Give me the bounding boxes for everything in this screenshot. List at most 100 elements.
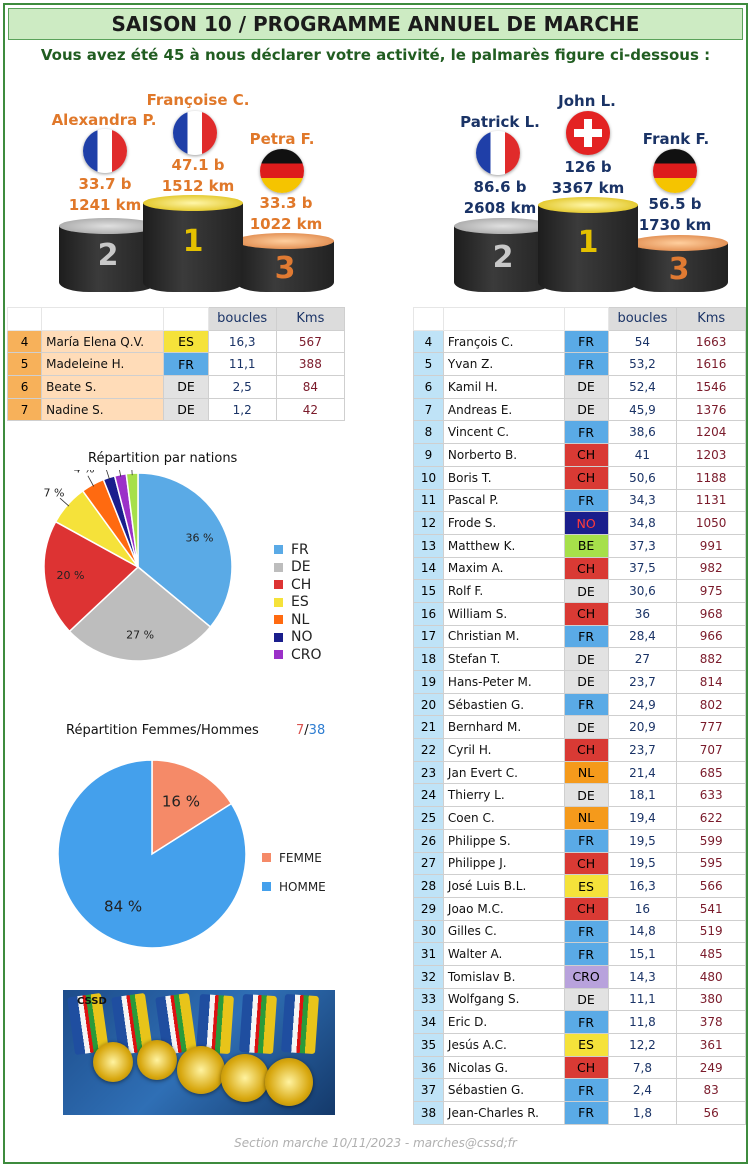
rank-cell: 7 [6, 397, 43, 422]
rank-cell: 6 [413, 375, 444, 399]
pie-label: 20 % [57, 569, 85, 582]
nation-cell: CH [563, 465, 609, 490]
gender-chart-title: Répartition Femmes/Hommes [66, 723, 259, 738]
kms-cell: 378 [676, 1010, 746, 1034]
rank-cell: 38 [413, 1101, 444, 1125]
table-row: 23 Jan Evert C. NL 21,4 685 [413, 760, 746, 785]
rank-cell: 23 [413, 760, 444, 785]
table-row: 4 María Elena Q.V. ES 16,3 567 [6, 329, 346, 354]
boucles-cell: 19,4 [607, 806, 678, 830]
men-count: 38 [308, 723, 326, 738]
name-cell: Wolfgang S. [442, 987, 565, 1012]
kms-cell: 1131 [676, 488, 746, 513]
table-row: 13 Matthew K. BE 37,3 991 [413, 533, 746, 558]
kms-cell: 388 [275, 352, 346, 377]
gender-pie-chart: 16 % 84 % [57, 759, 247, 949]
kms-cell: 1203 [676, 443, 746, 467]
medal-ribbon [239, 993, 277, 1055]
rank-cell: 15 [413, 579, 444, 603]
boucles-cell: 53,2 [607, 352, 678, 377]
name-cell: Hans-Peter M. [442, 670, 565, 694]
nation-cell: DE [163, 397, 209, 422]
nation-cell: FR [563, 942, 609, 966]
nation-cell: DE [563, 783, 609, 808]
kms-cell: 1663 [676, 329, 746, 354]
table-row: 25 Coen C. NL 19,4 622 [413, 806, 746, 830]
table-row: 33 Wolfgang S. DE 11,1 380 [413, 987, 746, 1012]
table-row: 15 Rolf F. DE 30,6 975 [413, 579, 746, 603]
nation-cell: FR [563, 624, 609, 649]
rank-cell: 36 [413, 1055, 444, 1080]
pie-leader-line [59, 497, 70, 507]
podium-rank-3: 3 [274, 251, 296, 286]
table-row: 28 José Luis B.L. ES 16,3 566 [413, 874, 746, 898]
rank-cell: 27 [413, 851, 444, 876]
rank-cell: 10 [413, 465, 444, 490]
kms-cell: 982 [676, 556, 746, 581]
name-cell: Eric D. [442, 1010, 565, 1034]
nation-cell: FR [563, 828, 609, 853]
boucles-cell: 23,7 [607, 738, 678, 762]
name-cell: Boris T. [442, 465, 565, 490]
podium-step-1 [143, 203, 243, 292]
rank-cell: 4 [6, 329, 43, 354]
kms-cell: 1376 [676, 397, 746, 422]
kms-cell: 83 [676, 1078, 746, 1103]
podium-men-3-name: Frank F. [642, 130, 710, 148]
flag-france-icon [83, 129, 127, 173]
table-row: 7 Nadine S. DE 1,2 42 [6, 397, 346, 422]
name-cell: Maxim A. [442, 556, 565, 581]
name-cell: Christian M. [442, 624, 565, 649]
name-cell: Yvan Z. [442, 352, 565, 377]
podium-men-2-boucles: 86.6 b [473, 178, 527, 196]
boucles-cell: 15,1 [607, 942, 678, 966]
pie-label: 4 % [74, 470, 95, 476]
table-row: 26 Philippe S. FR 19,5 599 [413, 828, 746, 853]
pie-slice-femme [151, 759, 233, 856]
medal-icon [137, 1040, 177, 1080]
boucles-cell: 11,1 [607, 987, 678, 1012]
podium-women-1-kms: 1512 km [161, 177, 235, 195]
nation-cell: FR [563, 352, 609, 377]
rank-cell: 11 [413, 488, 444, 513]
boucles-cell: 2,4 [607, 1078, 678, 1103]
medal-ribbon-text: CSSD [77, 996, 107, 1007]
nation-cell: DE [563, 715, 609, 740]
table-row: 30 Gilles C. FR 14,8 519 [413, 919, 746, 944]
kms-cell: 777 [676, 715, 746, 740]
boucles-cell: 16 [607, 896, 678, 921]
rank-cell: 13 [413, 533, 444, 558]
name-cell: Stefan T. [442, 647, 565, 671]
kms-cell: 1204 [676, 420, 746, 445]
podium-step-3 [630, 243, 728, 292]
column-header-kms: Kms [676, 307, 746, 331]
kms-cell: 968 [676, 601, 746, 626]
boucles-cell: 45,9 [607, 397, 678, 422]
legend-label: NL [291, 611, 310, 628]
nation-cell: ES [163, 329, 209, 354]
kms-cell: 595 [676, 851, 746, 876]
legend-label: ES [291, 594, 309, 611]
name-cell: Sébastien G. [442, 1078, 565, 1103]
kms-cell: 975 [676, 579, 746, 603]
rank-cell: 16 [413, 601, 444, 626]
boucles-cell: 34,8 [607, 511, 678, 535]
pie-label: 27 % [126, 629, 154, 642]
kms-cell: 380 [676, 987, 746, 1012]
boucles-cell: 36 [607, 601, 678, 626]
podium-women-3-boucles: 33.3 b [259, 194, 313, 212]
boucles-cell: 1,2 [207, 397, 277, 422]
page-subtitle: Vous avez été 45 à nous déclarer votre a… [40, 46, 711, 64]
legend-swatch [274, 632, 283, 642]
boucles-cell: 52,4 [607, 375, 678, 399]
boucles-cell: 11,1 [207, 352, 277, 377]
gender-legend: FEMME HOMME [262, 843, 326, 901]
podium-men-2-name: Patrick L. [460, 113, 540, 131]
name-cell: Matthew K. [442, 533, 565, 558]
rank-cell: 28 [413, 874, 444, 898]
name-cell: Pascal P. [442, 488, 565, 513]
nation-cell: CH [563, 738, 609, 762]
legend-swatch [262, 882, 271, 891]
kms-cell: 567 [275, 329, 346, 354]
rank-cell: 37 [413, 1078, 444, 1103]
